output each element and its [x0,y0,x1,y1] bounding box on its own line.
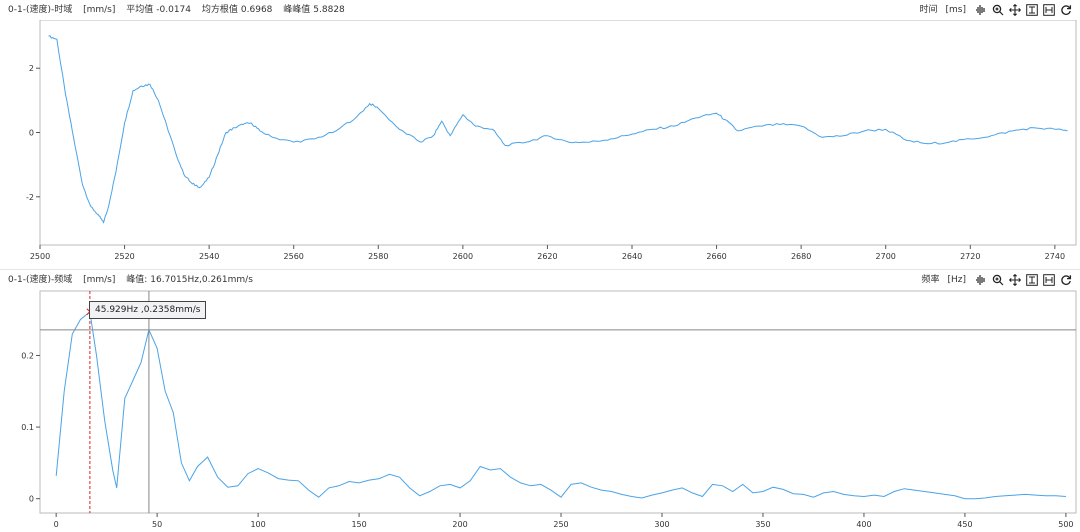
freq-domain-chart[interactable]: 0 50 100 150 200 250 300 350 400 450 500 0 0.1 0.2 [0,290,1080,532]
time-domain-title: 0-1-(速度)-时域 [8,5,73,15]
x-tick-label: 2640 [622,252,642,261]
series-line-1 [55,310,1066,500]
fit-vertical-icon[interactable] [1025,4,1038,17]
peak-label: 峰值: [126,275,148,285]
x-tick-label: 350 [755,520,770,529]
x-tick-label: 2720 [960,252,980,261]
x-tick-label: 250 [553,520,568,529]
x-tick-label: 2580 [368,252,388,261]
peak-value: 16.7015Hz,0.261mm/s [150,275,253,285]
x-tick-label: 0 [54,520,59,529]
pp-label: 峰峰值 [283,5,311,15]
freq-domain-header: 0-1-(速度)-频域 [mm/s] 峰值: 16.7015Hz,0.261mm/… [0,270,1080,290]
fit-horizontal-icon[interactable] [1042,274,1055,287]
x-tick-label: 2620 [537,252,557,261]
rms-label: 均方根值 [201,5,238,15]
freq-domain-title: 0-1-(速度)-频域 [8,275,73,285]
mean-label: 平均值 [126,5,154,15]
y-tick-label: 0.2 [21,351,34,360]
series-line-1 [48,35,1068,224]
freq-toolbar: 频率 [Hz] [921,270,1072,290]
x-tick-label: 2500 [30,252,50,261]
x-tick-label: 2560 [284,252,304,261]
y-tick-label: 0 [29,495,34,504]
x-tick-label: 2660 [706,252,726,261]
x-tick-label: 2600 [453,252,473,261]
x-tick-label: 50 [152,520,162,529]
x-tick-label: 450 [957,520,972,529]
time-domain-unit: [mm/s] [83,5,116,15]
x-tick-label: 400 [856,520,871,529]
plot-frame [39,290,1077,514]
pan-icon[interactable] [1008,4,1021,17]
pp-stat: 峰峰值 5.8828 [283,5,345,15]
rms-value: 0.6968 [240,5,273,15]
time-domain-chart[interactable]: 2500 2520 2540 2560 2580 2600 2620 2640 2660 2680… [0,20,1080,270]
x-tick-label: 2680 [791,252,811,261]
y-tick-label: 0 [29,129,34,138]
reset-icon[interactable] [1059,4,1072,17]
x-tick-label: 2520 [114,252,134,261]
mean-value: -0.0174 [156,5,192,15]
x-tick-label: 2740 [1045,252,1065,261]
x-tick-label: 150 [351,520,366,529]
time-axis-name: 时间 [919,5,938,15]
freq-domain-unit: [mm/s] [83,275,116,285]
pan-icon[interactable] [1008,274,1021,287]
y-tick-label: 0.1 [21,423,34,432]
panel-divider [0,269,1080,270]
reset-icon[interactable] [1059,274,1072,287]
freq-axis-unit: [Hz] [947,275,966,285]
plot-frame [39,20,1077,246]
time-axis-unit: [ms] [945,5,966,15]
peak-stat: 峰值: 16.7015Hz,0.261mm/s [126,275,253,285]
waveform-icon[interactable] [974,274,987,287]
time-domain-header: 0-1-(速度)-时域 [mm/s] 平均值 -0.0174 均方根值 0.6968… [0,0,1080,20]
y-tick-label: -2 [26,193,34,202]
x-tick-label: 100 [250,520,265,529]
zoom-icon[interactable] [991,274,1004,287]
mean-stat: 平均值 -0.0174 [126,5,191,15]
x-tick-label: 500 [1058,520,1073,529]
x-tick-label: 2700 [876,252,896,261]
x-tick-label: 300 [654,520,669,529]
fit-horizontal-icon[interactable] [1042,4,1055,17]
zoom-icon[interactable] [991,4,1004,17]
rms-stat: 均方根值 0.6968 [202,5,273,15]
pp-value: 5.8828 [313,5,345,15]
fit-vertical-icon[interactable] [1025,274,1038,287]
x-tick-label: 200 [452,520,467,529]
freq-axis-name: 频率 [921,275,940,285]
time-toolbar: 时间 [ms] [920,0,1073,20]
waveform-icon[interactable] [974,4,987,17]
y-tick-label: 2 [29,64,34,73]
x-tick-label: 2540 [199,252,219,261]
cursor-tooltip: 45.929Hz ,0.2358mm/s [89,301,207,319]
